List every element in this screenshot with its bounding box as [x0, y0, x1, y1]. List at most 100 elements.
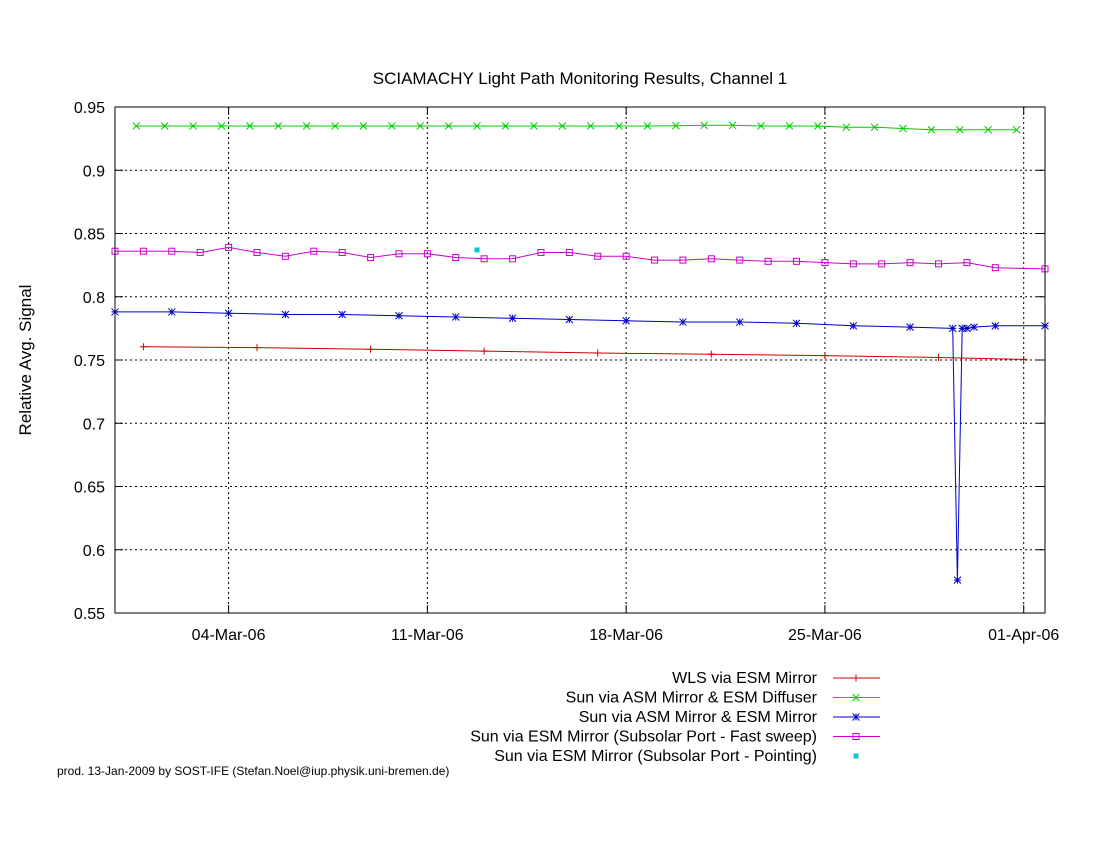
data-point: [189, 122, 197, 130]
series-4: [111, 243, 1049, 273]
data-point: [253, 248, 261, 256]
series-line: [143, 346, 1024, 360]
data-point: [958, 324, 967, 333]
x-tick-label: 25-Mar-06: [788, 627, 862, 644]
data-point: [849, 260, 857, 268]
y-tick-label: 0.75: [74, 353, 105, 370]
data-point: [558, 122, 567, 130]
data-point: [444, 122, 453, 130]
data-point: [451, 313, 460, 321]
data-point: [452, 254, 460, 262]
legend-marker: [853, 753, 859, 759]
data-point: [679, 256, 687, 264]
data-point: [736, 256, 744, 264]
y-tick-label: 0.85: [74, 227, 105, 244]
y-tick-label: 0.55: [74, 606, 105, 623]
data-point: [842, 123, 851, 132]
plot-series: [111, 121, 1049, 584]
data-point: [679, 318, 687, 326]
data-point: [331, 122, 339, 130]
data-point: [813, 122, 822, 130]
data-point: [878, 260, 886, 268]
x-tick-label: 04-Mar-06: [192, 627, 266, 644]
data-point: [359, 122, 368, 130]
data-point: [474, 247, 480, 253]
data-point: [565, 248, 573, 256]
y-axis-label: Relative Avg. Signal: [16, 285, 35, 436]
data-point: [700, 121, 709, 130]
data-point: [168, 247, 176, 255]
data-point: [622, 316, 630, 325]
data-point: [565, 315, 574, 324]
data-point: [671, 121, 680, 130]
data-point: [821, 352, 829, 360]
legend-label: Sun via ESM Mirror (Subsolar Port - Fast…: [470, 729, 817, 746]
x-tick-label: 11-Mar-06: [391, 627, 464, 644]
data-point: [132, 122, 141, 130]
data-point: [707, 350, 715, 358]
data-point: [935, 260, 943, 268]
legend-item: WLS via ESM Mirror: [672, 670, 880, 687]
data-point: [991, 321, 1000, 330]
data-point: [253, 344, 261, 352]
data-point: [735, 318, 744, 326]
data-point: [310, 247, 318, 255]
data-point: [764, 257, 772, 265]
data-point: [224, 309, 233, 318]
data-point: [955, 125, 964, 134]
data-point: [225, 243, 233, 251]
legend: WLS via ESM Mirror Sun via ASM Mirror & E…: [470, 670, 880, 765]
series-3: [111, 308, 1049, 584]
data-point: [473, 122, 481, 130]
legend-marker: [852, 693, 860, 702]
series-line: [115, 311, 1045, 581]
series-2: [132, 121, 1021, 134]
data-point: [1012, 125, 1021, 134]
data-point: [1020, 355, 1028, 363]
chart-title: SCIAMACHY Light Path Monitoring Results,…: [373, 69, 788, 88]
data-point: [423, 250, 431, 258]
data-point: [217, 122, 226, 130]
data-point: [395, 311, 403, 320]
data-point: [948, 324, 957, 333]
data-point: [537, 248, 545, 256]
data-point: [586, 122, 595, 130]
data-point: [963, 259, 971, 267]
data-point: [302, 122, 311, 130]
data-point: [615, 122, 623, 130]
data-point: [480, 255, 488, 263]
data-point: [338, 248, 346, 256]
data-point: [281, 252, 289, 260]
data-point: [793, 257, 801, 265]
data-point: [139, 343, 147, 351]
data-point: [508, 314, 517, 323]
data-point: [274, 122, 283, 130]
data-point: [785, 122, 794, 130]
x-tick-label: 18-Mar-06: [589, 627, 663, 644]
data-point: [728, 121, 737, 130]
data-point: [757, 122, 765, 130]
data-point: [139, 247, 147, 255]
data-point: [906, 259, 914, 267]
y-tick-label: 0.9: [83, 163, 105, 180]
legend-item: Sun via ASM Mirror & ESM Diffuser: [566, 690, 880, 707]
y-tick-label: 0.8: [83, 290, 105, 307]
data-point: [651, 256, 659, 264]
series-line: [136, 124, 1017, 131]
x-axis-ticks: 04-Mar-06 11-Mar-06 18-Mar-06 25-Mar-06 01-A…: [192, 107, 1059, 644]
data-point: [953, 576, 962, 584]
y-tick-label: 0.6: [83, 543, 105, 560]
series-5: [474, 247, 480, 253]
data-point: [530, 122, 538, 130]
legend-marker: [852, 733, 860, 740]
data-point: [395, 250, 403, 258]
legend-label: WLS via ESM Mirror: [672, 670, 818, 687]
series-1: [139, 343, 1028, 363]
legend-marker: [852, 674, 860, 682]
data-point: [367, 345, 375, 353]
data-point: [849, 321, 858, 330]
data-point: [501, 122, 510, 130]
legend-item: Sun via ASM Mirror & ESM Mirror: [579, 709, 880, 726]
data-point: [870, 123, 879, 132]
